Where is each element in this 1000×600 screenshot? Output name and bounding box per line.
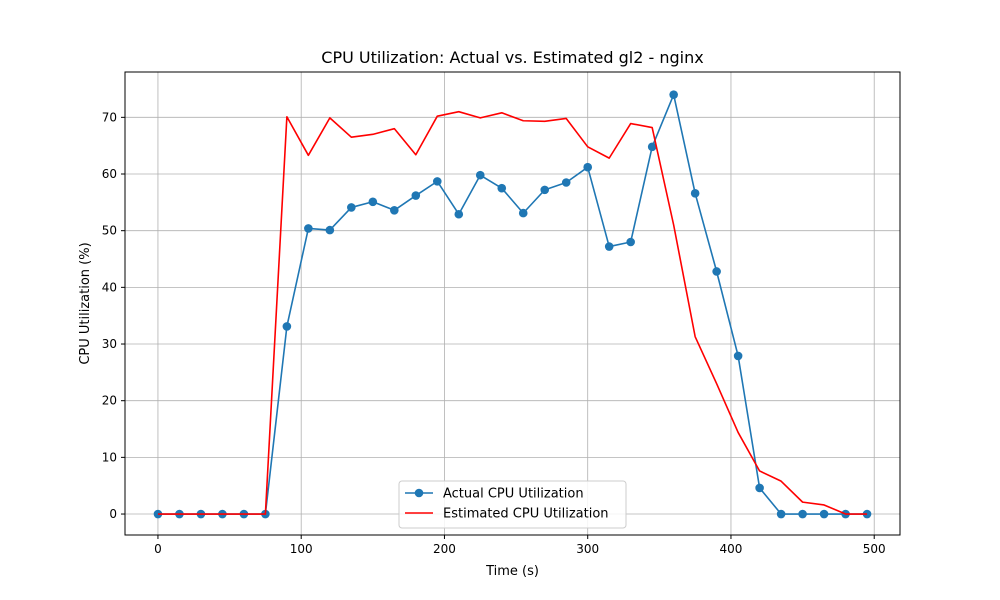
x-tick-label: 200 [433, 542, 456, 556]
legend-box [398, 480, 627, 529]
x-axis-label: Time (s) [485, 564, 539, 579]
data-point [776, 509, 786, 519]
legend-marker [414, 488, 424, 498]
chart-title: CPU Utilization: Actual vs. Estimated gl… [321, 48, 703, 67]
y-tick-label: 40 [102, 280, 117, 294]
data-point [325, 225, 335, 235]
series-layer [153, 90, 872, 519]
data-point [626, 237, 635, 247]
plot-frame [124, 71, 901, 536]
data-point [647, 142, 657, 152]
data-point [798, 509, 807, 519]
data-point [368, 197, 378, 207]
y-tick-label: 10 [102, 450, 117, 464]
series-line-1 [157, 93, 868, 515]
data-point [862, 509, 872, 519]
x-tick-label: 100 [290, 542, 313, 556]
y-axis-label: CPU Utilization (%) [78, 242, 93, 364]
legend-label: Estimated CPU Utilization [443, 507, 609, 522]
data-point [583, 162, 593, 172]
y-tick-label: 60 [102, 167, 117, 181]
data-point [454, 209, 464, 219]
data-point [669, 90, 678, 99]
x-tick-label: 300 [576, 542, 599, 556]
series-line-2 [157, 110, 868, 515]
grid [125, 72, 900, 535]
data-point [432, 177, 442, 186]
x-tick-label: 500 [863, 542, 886, 556]
data-point [411, 191, 421, 200]
x-tick-label: 400 [720, 542, 743, 556]
y-tick-label: 70 [102, 110, 117, 124]
data-point [604, 242, 614, 251]
data-point [390, 205, 399, 215]
data-point [819, 509, 829, 519]
legend-label: Actual CPU Utilization [443, 487, 584, 502]
data-point [540, 185, 550, 195]
y-tick-label: 30 [102, 337, 117, 351]
y-tick-label: 0 [109, 507, 117, 521]
legend: Actual CPU Utilization Estimated CPU Util… [398, 480, 627, 529]
data-point [733, 351, 743, 361]
y-tick-label: 20 [102, 394, 117, 408]
data-point [755, 483, 764, 493]
data-point [475, 170, 485, 180]
x-tick-label: 0 [154, 542, 162, 556]
data-point [518, 208, 528, 218]
data-point [712, 267, 721, 276]
y-axis: 0 10 20 30 40 50 60 70 [102, 110, 125, 521]
data-point [347, 203, 356, 212]
data-point [497, 183, 507, 193]
data-point [304, 224, 313, 233]
x-axis: 0 100 200 300 400 500 [154, 535, 886, 556]
data-point [561, 178, 571, 187]
data-point [690, 188, 700, 198]
data-point [282, 322, 292, 331]
data-point [153, 509, 163, 519]
y-tick-label: 50 [102, 224, 117, 238]
